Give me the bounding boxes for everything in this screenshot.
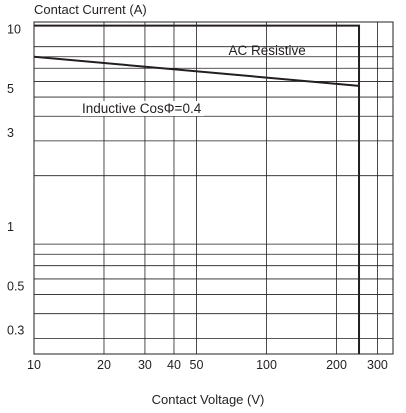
x-tick-label-200: 200 (326, 358, 347, 372)
y-tick-label-1: 1 (7, 220, 14, 234)
grid (34, 22, 393, 354)
x-tick-label-100: 100 (256, 358, 277, 372)
series-label-inductive-bg (80, 101, 204, 117)
y-tick-label-3: 3 (7, 126, 14, 140)
series-labels: AC Resistive Inductive CosΦ=0.4 (80, 43, 306, 117)
x-tick-label-50: 50 (190, 358, 204, 372)
y-tick-label-10: 10 (7, 23, 21, 37)
series-layer (33, 24, 361, 354)
x-tick-label-10: 10 (27, 358, 41, 372)
tick-labels: 10 20 30 40 50 100 200 300 0.3 0.5 1 3 5 10 (7, 23, 388, 372)
plot-frame (33, 21, 394, 355)
x-tick-label-30: 30 (138, 358, 152, 372)
series-line-ac-resistive (34, 24, 361, 354)
y-tick-label-0.3: 0.3 (7, 323, 24, 337)
y-tick-label-0.5: 0.5 (7, 280, 24, 294)
series-label-inductive: Inductive CosΦ=0.4 (82, 101, 202, 116)
y-tick-label-5: 5 (7, 82, 14, 96)
x-tick-label-20: 20 (97, 358, 111, 372)
y-axis-label: Contact Current (A) (34, 2, 147, 17)
series-line-inductive (33, 55, 360, 87)
x-tick-label-300: 300 (367, 358, 388, 372)
x-axis-label: Contact Voltage (V) (152, 392, 265, 407)
x-tick-label-40: 40 (167, 358, 181, 372)
series-label-ac-resistive: AC Resistive (229, 43, 306, 58)
